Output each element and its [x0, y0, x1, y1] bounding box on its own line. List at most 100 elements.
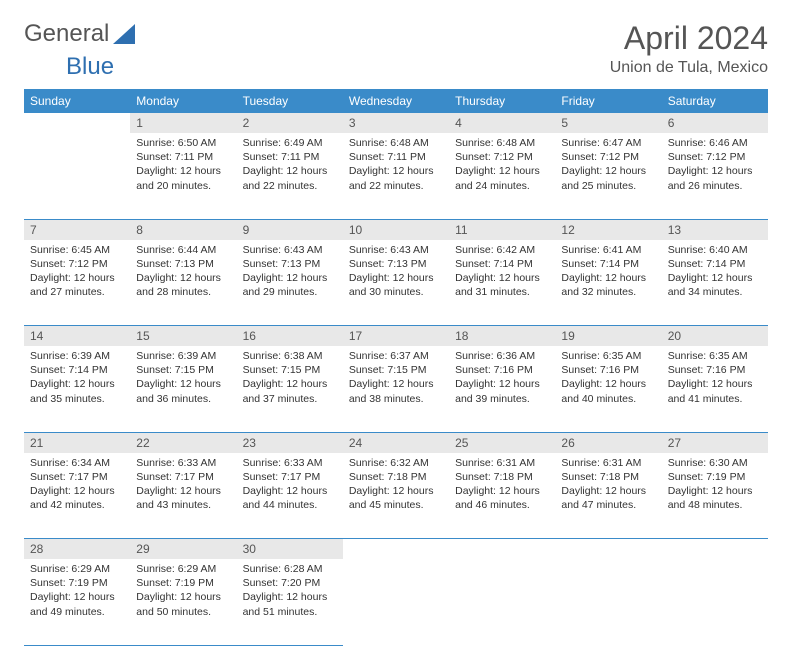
daylight-line: Daylight: 12 hours and 45 minutes. — [349, 484, 443, 512]
day-number — [24, 113, 130, 133]
sunrise-line: Sunrise: 6:47 AM — [561, 136, 655, 150]
daylight-line: Daylight: 12 hours and 43 minutes. — [136, 484, 230, 512]
daylight-line: Daylight: 12 hours and 27 minutes. — [30, 271, 124, 299]
day-content: Sunrise: 6:31 AMSunset: 7:18 PMDaylight:… — [449, 453, 555, 519]
day-cell: Sunrise: 6:41 AMSunset: 7:14 PMDaylight:… — [555, 240, 661, 326]
sunset-line: Sunset: 7:19 PM — [136, 576, 230, 590]
day-cell: Sunrise: 6:29 AMSunset: 7:19 PMDaylight:… — [24, 559, 130, 645]
sunset-line: Sunset: 7:15 PM — [136, 363, 230, 377]
sunrise-line: Sunrise: 6:33 AM — [243, 456, 337, 470]
day-number: 13 — [662, 219, 768, 240]
day-content: Sunrise: 6:46 AMSunset: 7:12 PMDaylight:… — [662, 133, 768, 199]
day-number: 14 — [24, 326, 130, 347]
sunrise-line: Sunrise: 6:29 AM — [136, 562, 230, 576]
sunrise-line: Sunrise: 6:41 AM — [561, 243, 655, 257]
sunset-line: Sunset: 7:14 PM — [561, 257, 655, 271]
day-content: Sunrise: 6:48 AMSunset: 7:11 PMDaylight:… — [343, 133, 449, 199]
daynum-row: 123456 — [24, 113, 768, 133]
day-content: Sunrise: 6:41 AMSunset: 7:14 PMDaylight:… — [555, 240, 661, 306]
daynum-row: 282930 — [24, 539, 768, 560]
daylight-line: Daylight: 12 hours and 32 minutes. — [561, 271, 655, 299]
day-number: 21 — [24, 432, 130, 453]
day-cell: Sunrise: 6:28 AMSunset: 7:20 PMDaylight:… — [237, 559, 343, 645]
week-row: Sunrise: 6:50 AMSunset: 7:11 PMDaylight:… — [24, 133, 768, 219]
daylight-line: Daylight: 12 hours and 47 minutes. — [561, 484, 655, 512]
day-number: 2 — [237, 113, 343, 133]
day-number: 6 — [662, 113, 768, 133]
day-number — [449, 539, 555, 560]
sunrise-line: Sunrise: 6:40 AM — [668, 243, 762, 257]
day-cell: Sunrise: 6:46 AMSunset: 7:12 PMDaylight:… — [662, 133, 768, 219]
daylight-line: Daylight: 12 hours and 28 minutes. — [136, 271, 230, 299]
day-number: 18 — [449, 326, 555, 347]
day-cell: Sunrise: 6:44 AMSunset: 7:13 PMDaylight:… — [130, 240, 236, 326]
brand-part1: General — [24, 20, 109, 48]
day-content: Sunrise: 6:50 AMSunset: 7:11 PMDaylight:… — [130, 133, 236, 199]
sunrise-line: Sunrise: 6:49 AM — [243, 136, 337, 150]
day-number: 15 — [130, 326, 236, 347]
day-cell: Sunrise: 6:43 AMSunset: 7:13 PMDaylight:… — [237, 240, 343, 326]
day-content: Sunrise: 6:31 AMSunset: 7:18 PMDaylight:… — [555, 453, 661, 519]
day-content: Sunrise: 6:49 AMSunset: 7:11 PMDaylight:… — [237, 133, 343, 199]
sunrise-line: Sunrise: 6:28 AM — [243, 562, 337, 576]
day-number: 22 — [130, 432, 236, 453]
day-number: 5 — [555, 113, 661, 133]
day-cell: Sunrise: 6:32 AMSunset: 7:18 PMDaylight:… — [343, 453, 449, 539]
sunset-line: Sunset: 7:18 PM — [455, 470, 549, 484]
sunrise-line: Sunrise: 6:35 AM — [561, 349, 655, 363]
daynum-row: 21222324252627 — [24, 432, 768, 453]
sunset-line: Sunset: 7:20 PM — [243, 576, 337, 590]
sunrise-line: Sunrise: 6:48 AM — [455, 136, 549, 150]
day-number: 23 — [237, 432, 343, 453]
daylight-line: Daylight: 12 hours and 29 minutes. — [243, 271, 337, 299]
day-number: 9 — [237, 219, 343, 240]
day-content: Sunrise: 6:38 AMSunset: 7:15 PMDaylight:… — [237, 346, 343, 412]
daylight-line: Daylight: 12 hours and 34 minutes. — [668, 271, 762, 299]
brand-sail-icon — [113, 24, 135, 44]
sunset-line: Sunset: 7:11 PM — [136, 150, 230, 164]
sunset-line: Sunset: 7:17 PM — [136, 470, 230, 484]
day-number: 4 — [449, 113, 555, 133]
sunset-line: Sunset: 7:14 PM — [668, 257, 762, 271]
day-number: 20 — [662, 326, 768, 347]
sunset-line: Sunset: 7:15 PM — [243, 363, 337, 377]
day-cell: Sunrise: 6:34 AMSunset: 7:17 PMDaylight:… — [24, 453, 130, 539]
day-cell: Sunrise: 6:33 AMSunset: 7:17 PMDaylight:… — [237, 453, 343, 539]
sunrise-line: Sunrise: 6:35 AM — [668, 349, 762, 363]
sunset-line: Sunset: 7:12 PM — [668, 150, 762, 164]
day-content: Sunrise: 6:43 AMSunset: 7:13 PMDaylight:… — [343, 240, 449, 306]
daylight-line: Daylight: 12 hours and 49 minutes. — [30, 590, 124, 618]
calendar-body: 123456Sunrise: 6:50 AMSunset: 7:11 PMDay… — [24, 113, 768, 645]
sunset-line: Sunset: 7:13 PM — [243, 257, 337, 271]
sunrise-line: Sunrise: 6:48 AM — [349, 136, 443, 150]
daylight-line: Daylight: 12 hours and 42 minutes. — [30, 484, 124, 512]
day-cell: Sunrise: 6:33 AMSunset: 7:17 PMDaylight:… — [130, 453, 236, 539]
day-content: Sunrise: 6:37 AMSunset: 7:15 PMDaylight:… — [343, 346, 449, 412]
week-row: Sunrise: 6:29 AMSunset: 7:19 PM Daylight:… — [24, 559, 768, 645]
sunset-line: Sunset: 7:12 PM — [30, 257, 124, 271]
sunrise-line: Sunrise: 6:38 AM — [243, 349, 337, 363]
weekday-header: Friday — [555, 89, 661, 113]
daylight-line: Daylight: 12 hours and 35 minutes. — [30, 377, 124, 405]
sunrise-line: Sunrise: 6:34 AM — [30, 456, 124, 470]
day-number: 11 — [449, 219, 555, 240]
day-cell: Sunrise: 6:48 AMSunset: 7:12 PMDaylight:… — [449, 133, 555, 219]
day-cell: Sunrise: 6:39 AMSunset: 7:15 PMDaylight:… — [130, 346, 236, 432]
day-content: Sunrise: 6:39 AMSunset: 7:14 PMDaylight:… — [24, 346, 130, 412]
day-cell — [24, 133, 130, 219]
day-content: Sunrise: 6:30 AMSunset: 7:19 PMDaylight:… — [662, 453, 768, 519]
day-cell: Sunrise: 6:37 AMSunset: 7:15 PMDaylight:… — [343, 346, 449, 432]
day-cell: Sunrise: 6:35 AMSunset: 7:16 PMDaylight:… — [555, 346, 661, 432]
daylight-line: Daylight: 12 hours and 26 minutes. — [668, 164, 762, 192]
daylight-line: Daylight: 12 hours and 20 minutes. — [136, 164, 230, 192]
day-cell — [449, 559, 555, 645]
day-number — [343, 539, 449, 560]
month-title: April 2024 — [610, 20, 768, 57]
day-number — [555, 539, 661, 560]
day-number: 26 — [555, 432, 661, 453]
sunset-line: Sunset: 7:12 PM — [455, 150, 549, 164]
day-cell: Sunrise: 6:30 AMSunset: 7:19 PMDaylight:… — [662, 453, 768, 539]
day-number: 10 — [343, 219, 449, 240]
sunrise-line: Sunrise: 6:31 AM — [455, 456, 549, 470]
daylight-line: Daylight: 12 hours and 22 minutes. — [243, 164, 337, 192]
